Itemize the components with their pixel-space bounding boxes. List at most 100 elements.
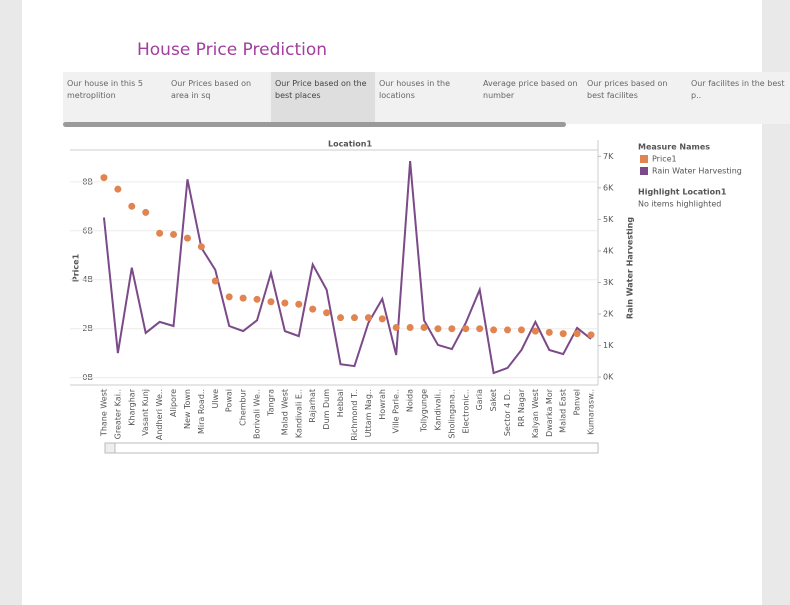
dot: [253, 295, 261, 303]
dot: [156, 229, 164, 237]
dot: [281, 299, 289, 307]
tab[interactable]: Our prices based on best facilites: [583, 72, 687, 124]
x-tick-label: Ville Parle..: [392, 389, 401, 433]
tab[interactable]: Average price based on number: [479, 72, 583, 124]
y2-tick-label: 5K: [603, 215, 614, 224]
dot: [183, 234, 191, 242]
x-tick-label: Sholingana..: [447, 389, 456, 439]
dashboard: House Price Prediction Our house in this…: [22, 0, 790, 605]
dot: [545, 328, 553, 336]
x-tick-label: RR Nagar: [517, 388, 526, 427]
dot: [100, 174, 108, 182]
y2-tick-label: 4K: [603, 246, 614, 255]
y-axis-title: Price1: [72, 253, 81, 282]
x-tick-label: Kandivali E..: [294, 389, 303, 438]
x-tick-label: Alipore: [169, 389, 178, 417]
x-tick-label: Malad West: [280, 389, 289, 435]
dot: [490, 326, 498, 334]
tab[interactable]: Our Prices based on area in sq: [167, 72, 271, 124]
y2-tick-label: 1K: [603, 341, 614, 350]
tab[interactable]: Our house in this 5 metroplition: [63, 72, 167, 124]
x-tick-label: Dum Dum: [322, 389, 331, 430]
scroll-box[interactable]: [104, 442, 599, 454]
dot: [295, 300, 303, 308]
x-tick-label: Sector 4 D..: [503, 389, 512, 436]
x-tick-label: Kalyan West: [531, 389, 540, 438]
dashboard-title: House Price Prediction: [137, 40, 328, 60]
dot: [504, 326, 512, 334]
x-tick-label: Rajarhat: [308, 389, 317, 423]
x-tick-label: Ulwe: [211, 389, 220, 409]
x-tick-label: Kumarasw..: [587, 389, 596, 435]
dot: [239, 294, 247, 302]
x-tick-label: Vasant Kunj: [141, 389, 150, 436]
dot: [170, 230, 178, 238]
dot: [323, 309, 331, 317]
x-tick-label: Chembur: [239, 388, 248, 426]
x-tick-label: Andheri We..: [155, 389, 164, 440]
scroll-thumb[interactable]: [104, 442, 116, 454]
dot: [128, 202, 136, 210]
dot: [573, 330, 581, 338]
x-tick-label: Kharghar: [127, 388, 136, 425]
dot: [197, 243, 205, 251]
dot: [309, 305, 317, 313]
x-tick-label: Borivali We..: [253, 389, 262, 439]
x-tick-label: Hebbal: [336, 389, 345, 417]
y2-tick-label: 6K: [603, 183, 614, 192]
tab[interactable]: Our houses in the locations: [375, 72, 479, 124]
dot: [531, 327, 539, 335]
dot: [211, 277, 219, 285]
dot: [476, 325, 484, 333]
x-tick-label: Garia: [475, 389, 484, 411]
x-tick-label: Powai: [225, 389, 234, 412]
dot: [517, 326, 525, 334]
x-tick-label: Thane West: [99, 389, 108, 437]
dot: [142, 208, 150, 216]
x-tick-label: New Town: [183, 389, 192, 429]
x-tick-label: Tangra: [266, 389, 275, 417]
x-tick-label: Malad East: [559, 389, 568, 433]
legend-entry: Price1: [652, 155, 677, 164]
x-tick-label: Saket: [489, 389, 498, 411]
dot: [420, 323, 428, 331]
dot: [559, 330, 567, 338]
legend-entry: Rain Water Harvesting: [652, 167, 742, 176]
legend-title: Measure Names: [638, 143, 710, 152]
y2-tick-label: 7K: [603, 152, 614, 161]
dot: [350, 314, 358, 322]
legend-swatch: [640, 167, 648, 175]
y2-axis-title: Rain Water Harvesting: [626, 217, 635, 319]
dot: [587, 331, 595, 339]
x-tick-label: Panvel: [573, 389, 582, 415]
x-tick-label: Electronic..: [461, 389, 470, 434]
highlight-text: No items highlighted: [638, 200, 721, 209]
tab[interactable]: Our facilites in the best p..: [687, 72, 790, 124]
x-tick-label: Noida: [406, 389, 415, 412]
dot: [406, 323, 414, 331]
line: [102, 160, 592, 375]
dot: [225, 293, 233, 301]
scrollbar[interactable]: [63, 122, 566, 127]
highlight-title: Highlight Location1: [638, 188, 727, 197]
dot: [462, 325, 470, 333]
x-tick-label: Richmond T..: [350, 389, 359, 441]
x-tick-label: Mira Road..: [197, 389, 206, 434]
x-tick-label: Dwarka Mor: [545, 388, 554, 437]
x-tick-label: Howrah: [378, 389, 387, 420]
dot: [337, 314, 345, 322]
tab[interactable]: Our Price based on the best places: [271, 72, 375, 124]
y2-tick-label: 3K: [603, 278, 614, 287]
x-tick-label: Tollygunge: [420, 389, 429, 433]
dot: [392, 323, 400, 331]
y2-tick-label: 2K: [603, 310, 614, 319]
x-tick-label: Kandivali..: [433, 389, 442, 431]
legend-swatch: [640, 155, 648, 163]
y2-tick-label: 0K: [603, 373, 614, 382]
dot: [434, 325, 442, 333]
dot: [267, 298, 275, 306]
dot: [378, 315, 386, 323]
dot: [448, 325, 456, 333]
